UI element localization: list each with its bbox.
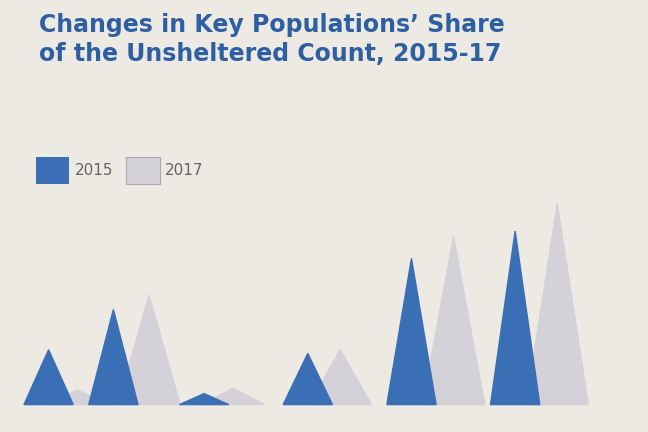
Polygon shape: [118, 295, 180, 405]
Polygon shape: [89, 310, 138, 405]
Polygon shape: [422, 236, 485, 405]
Polygon shape: [24, 350, 73, 405]
Polygon shape: [491, 231, 540, 405]
Polygon shape: [309, 350, 371, 405]
Polygon shape: [283, 353, 332, 405]
Polygon shape: [179, 394, 229, 405]
Polygon shape: [526, 203, 588, 405]
Polygon shape: [387, 258, 436, 405]
Text: 2015: 2015: [75, 163, 113, 178]
Polygon shape: [47, 390, 109, 405]
Text: 2017: 2017: [165, 163, 203, 178]
Polygon shape: [202, 388, 264, 405]
Text: Changes in Key Populations’ Share
of the Unsheltered Count, 2015-17: Changes in Key Populations’ Share of the…: [39, 13, 505, 66]
